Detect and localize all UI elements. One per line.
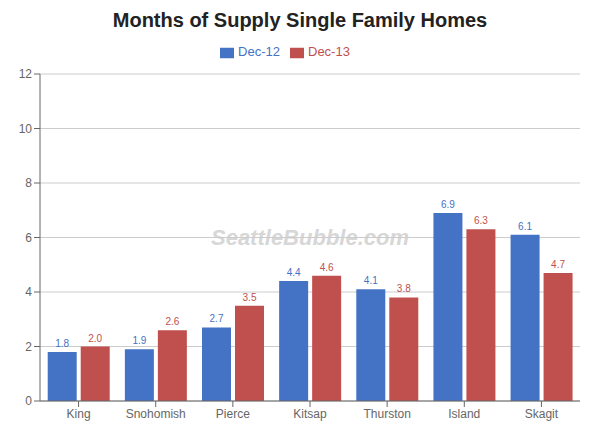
svg-text:4: 4 — [25, 285, 32, 299]
svg-text:6.9: 6.9 — [441, 199, 455, 210]
svg-text:6.1: 6.1 — [518, 221, 532, 232]
svg-text:8: 8 — [25, 176, 32, 190]
svg-text:Pierce: Pierce — [216, 407, 250, 421]
svg-text:Skagit: Skagit — [525, 407, 559, 421]
svg-text:3.8: 3.8 — [397, 283, 411, 294]
svg-text:6: 6 — [25, 231, 32, 245]
html-text:Dec-13: Dec-13 — [308, 44, 350, 59]
svg-text:2.6: 2.6 — [165, 316, 179, 327]
svg-text:1.8: 1.8 — [55, 338, 69, 349]
svg-text:4.7: 4.7 — [551, 259, 565, 270]
html-text:Dec-12: Dec-12 — [238, 44, 280, 59]
svg-text:10: 10 — [19, 122, 33, 136]
svg-text:4.4: 4.4 — [287, 267, 301, 278]
svg-text:2.7: 2.7 — [210, 313, 224, 324]
svg-text:3.5: 3.5 — [243, 292, 257, 303]
svg-text:12: 12 — [19, 67, 33, 81]
svg-text:4.6: 4.6 — [320, 262, 334, 273]
svg-text:Island: Island — [448, 407, 480, 421]
svg-text:2: 2 — [25, 340, 32, 354]
svg-text:Kitsap: Kitsap — [293, 407, 327, 421]
svg-text:Thurston: Thurston — [363, 407, 410, 421]
svg-text:Snohomish: Snohomish — [126, 407, 186, 421]
svg-text:0: 0 — [25, 394, 32, 408]
svg-text:SeattleBubble.com: SeattleBubble.com — [211, 225, 409, 250]
svg-text:6.3: 6.3 — [474, 215, 488, 226]
svg-text:4.1: 4.1 — [364, 275, 378, 286]
svg-text:2.0: 2.0 — [88, 333, 102, 344]
svg-text:King: King — [67, 407, 91, 421]
html-text:Months of Supply Single Family: Months of Supply Single Family Homes — [112, 9, 488, 31]
svg-text:1.9: 1.9 — [132, 335, 146, 346]
